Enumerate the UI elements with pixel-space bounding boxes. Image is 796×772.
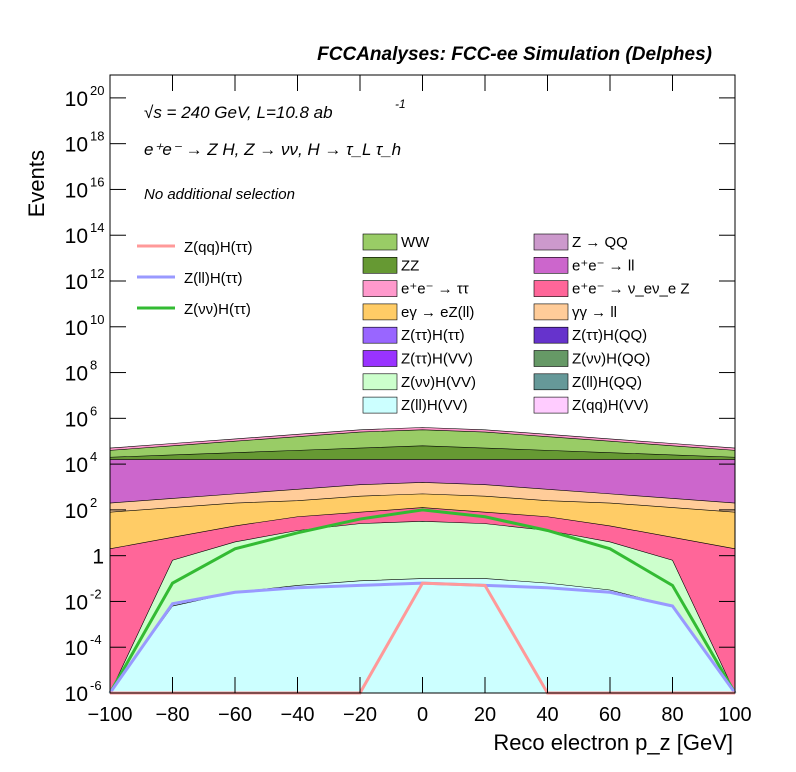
x-tick-label: −20 — [343, 704, 377, 726]
x-tick-label: 0 — [417, 704, 428, 726]
y-tick-exponent: -4 — [90, 632, 102, 647]
legend-fill-label: WW — [401, 234, 430, 251]
y-tick-label: 10 — [65, 88, 88, 111]
legend-fill-label: γγ → ll — [572, 304, 617, 321]
legend-line-label: Z(qq)H(ττ) — [184, 239, 253, 256]
annotation-energy: √s = 240 GeV, L=10.8 ab — [144, 103, 333, 122]
annotation-process: e⁺e⁻ → Z H, Z → νν, H → τ_L τ_h — [144, 140, 401, 159]
y-tick-exponent: 20 — [90, 83, 104, 98]
y-tick-exponent: 4 — [90, 449, 97, 464]
y-tick-label: 10 — [65, 591, 88, 614]
legend: Z(qq)H(ττ) Z(ll)H(ττ) Z(νν)H(ττ) WW Z → QQ ZZ… — [137, 233, 690, 414]
legend-fill-label: Z(ll)H(QQ) — [572, 374, 642, 391]
x-axis-label: Reco electron p_z [GeV] — [493, 730, 733, 755]
legend-fill-swatch — [362, 256, 398, 274]
y-tick-label: 10 — [65, 134, 88, 157]
x-tick-label: 40 — [536, 704, 558, 726]
legend-fill-swatch — [362, 350, 398, 367]
y-tick-exponent: 8 — [90, 358, 97, 373]
y-tick-label: 1 — [92, 546, 104, 569]
legend-fill-label: Z(ll)H(VV) — [401, 397, 468, 414]
legend-fill-label: Z(ττ)H(QQ) — [572, 327, 647, 344]
legend-fill-label: e⁺e⁻ → ττ — [401, 281, 469, 298]
legend-fill-label: eγ → eZ(ll) — [401, 304, 474, 321]
x-tick-label: 100 — [718, 704, 751, 726]
x-axis: −100 −80 −60 −40 −20 0 20 40 60 80 100 — [87, 75, 752, 726]
y-tick-exponent: -2 — [90, 586, 102, 601]
y-tick-exponent: 10 — [90, 312, 104, 327]
annotation-selection: No additional selection — [144, 186, 295, 203]
x-tick-label: −100 — [87, 704, 132, 726]
legend-fill-swatch — [362, 280, 398, 297]
legend-fill-label: ZZ — [401, 257, 419, 274]
legend-fill-swatch — [533, 280, 569, 297]
y-tick-exponent: -6 — [90, 678, 102, 693]
y-tick-label: 10 — [65, 637, 88, 660]
x-tick-label: −40 — [281, 704, 315, 726]
stack-layers — [109, 427, 736, 694]
x-tick-label: 60 — [599, 704, 621, 726]
y-tick-exponent: 18 — [90, 129, 104, 144]
legend-fill-swatch — [533, 373, 569, 391]
legend-fill-label: Z → QQ — [572, 234, 628, 251]
legend-fill-swatch — [533, 303, 569, 321]
legend-line-label: Z(νν)H(ττ) — [184, 301, 251, 318]
legend-fill-label: Z(νν)H(VV) — [401, 374, 476, 391]
legend-fill-label: Z(ττ)H(ττ) — [401, 327, 465, 344]
y-tick-label: 10 — [65, 317, 88, 340]
x-tick-label: −80 — [156, 704, 190, 726]
y-tick-exponent: 16 — [90, 174, 104, 189]
y-tick-exponent: 14 — [90, 220, 104, 235]
y-tick-label: 10 — [65, 225, 88, 248]
y-tick-exponent: 12 — [90, 266, 104, 281]
x-tick-label: 80 — [661, 704, 683, 726]
annotation-energy-exp: -1 — [395, 97, 406, 111]
legend-fill-swatch — [533, 396, 569, 414]
y-tick-label: 10 — [65, 271, 88, 294]
legend-fill-swatch — [362, 233, 398, 251]
legend-fill-swatch — [533, 233, 569, 251]
signal-line-0 — [108, 508, 737, 694]
legend-fill-label: Z(ττ)H(VV) — [401, 351, 473, 368]
legend-fill-swatch — [362, 303, 398, 321]
y-tick-label: 10 — [65, 454, 88, 477]
legend-fill-swatch — [362, 326, 398, 344]
legend-fill-swatch — [362, 373, 398, 391]
y-tick-label: 10 — [65, 363, 88, 386]
legend-fill-swatch — [362, 396, 398, 414]
legend-fill-swatch — [533, 256, 569, 274]
legend-fill-swatch — [533, 350, 569, 367]
chart-header: FCCAnalyses: FCC-ee Simulation (Delphes) — [317, 44, 712, 65]
x-tick-label: −60 — [218, 704, 252, 726]
x-tick-label: 20 — [474, 704, 496, 726]
legend-fill-label: Z(qq)H(VV) — [572, 397, 649, 414]
y-tick-label: 10 — [65, 408, 88, 431]
legend-fill-label: Z(νν)H(QQ) — [572, 351, 650, 368]
legend-fill-swatch — [533, 326, 569, 344]
y-axis-label: Events — [24, 150, 49, 217]
legend-fill-label: e⁺e⁻ → ν_eν_e Z — [572, 281, 690, 298]
y-tick-label: 10 — [65, 683, 88, 706]
y-tick-label: 10 — [65, 500, 88, 523]
legend-fill-label: e⁺e⁻ → ll — [572, 257, 635, 274]
legend-line-label: Z(ll)H(ττ) — [184, 270, 243, 287]
y-tick-exponent: 2 — [90, 495, 97, 510]
y-tick-exponent: 6 — [90, 403, 97, 418]
y-tick-label: 10 — [65, 179, 88, 202]
